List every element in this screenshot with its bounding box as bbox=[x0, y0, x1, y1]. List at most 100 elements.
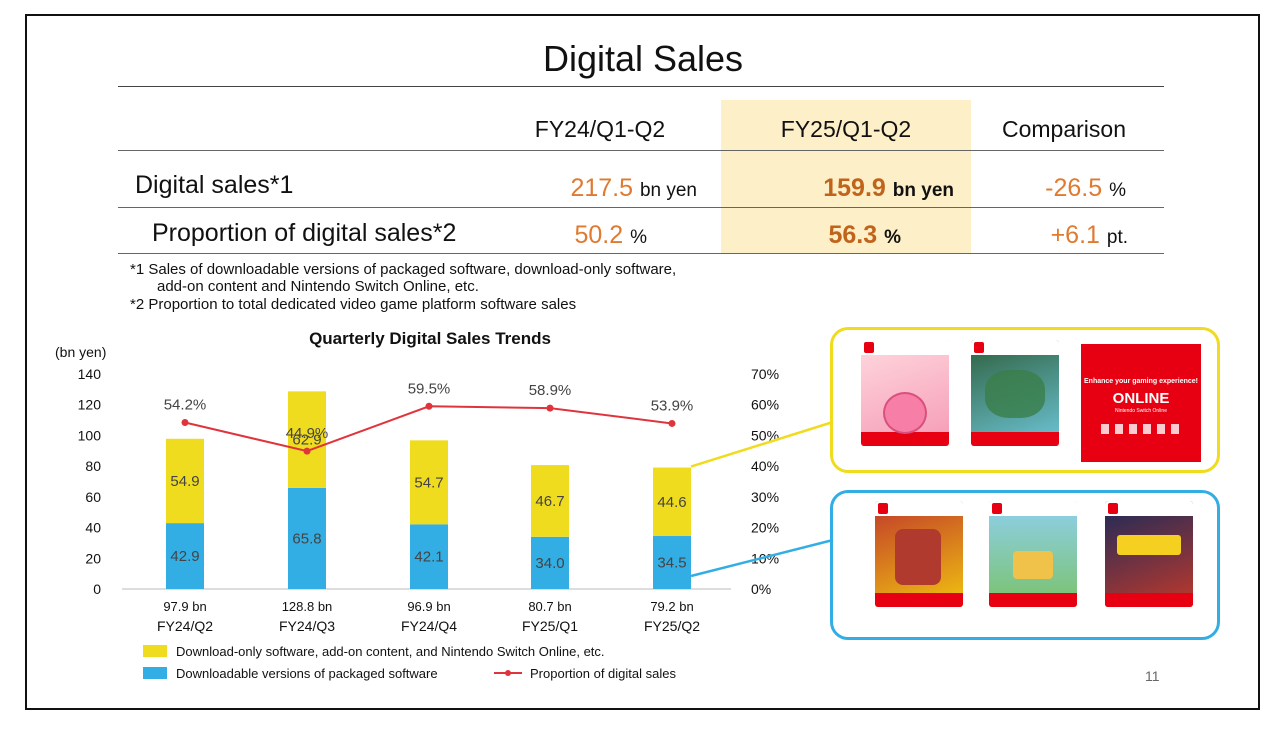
thumbnail-group-download-only: Enhance your gaming experience! ONLINE N… bbox=[830, 327, 1220, 473]
bar-total-label: 80.7 bn bbox=[528, 599, 571, 614]
bar-packaged bbox=[288, 487, 326, 589]
proportion-point bbox=[303, 447, 311, 455]
chart-title: Quarterly Digital Sales Trends bbox=[309, 329, 551, 348]
slide-frame bbox=[25, 14, 1260, 710]
y2-tick-label: 0% bbox=[751, 581, 771, 597]
legend-swatch-packaged bbox=[143, 667, 167, 679]
cell-comparison-proportion: +6.1 pt. bbox=[980, 221, 1128, 250]
fy25-highlight bbox=[721, 100, 971, 253]
y-tick-label: 120 bbox=[78, 397, 102, 413]
cell-comparison-digital-sales: -26.5 % bbox=[980, 174, 1126, 203]
cell-fy25-proportion: 56.3 % bbox=[740, 221, 901, 250]
proportion-point bbox=[425, 402, 433, 410]
title-rule bbox=[118, 86, 1164, 87]
pokemon-dlc-card bbox=[971, 340, 1059, 446]
col-header-fy24: FY24/Q1-Q2 bbox=[534, 116, 666, 142]
proportion-label: 59.5% bbox=[408, 380, 451, 397]
proportion-point bbox=[181, 419, 189, 427]
footnote-2: *2 Proportion to total dedicated video g… bbox=[130, 296, 577, 313]
y-tick-label: 40 bbox=[85, 520, 101, 536]
bar-total-label: 97.9 bn bbox=[163, 599, 206, 614]
bar-download-only bbox=[166, 438, 204, 524]
online-logo: ONLINE bbox=[1112, 390, 1170, 407]
proportion-label: 44.9% bbox=[286, 425, 329, 442]
row-label-proportion: Proportion of digital sales*2 bbox=[152, 219, 457, 247]
mario-kart-card bbox=[1105, 501, 1193, 607]
y2-tick-label: 70% bbox=[751, 366, 779, 382]
y-tick-label: 0 bbox=[93, 581, 101, 597]
y-tick-label: 100 bbox=[78, 427, 102, 443]
table-row-rule bbox=[118, 207, 1164, 208]
unit: % bbox=[884, 227, 901, 248]
bar-packaged bbox=[531, 536, 569, 589]
footnote-1-cont: add-on content and Nintendo Switch Onlin… bbox=[157, 278, 479, 295]
y-tick-label: 60 bbox=[85, 489, 101, 505]
connector-blue bbox=[690, 538, 834, 578]
bar-label-download-only: 44.6 bbox=[657, 494, 686, 511]
zelda-card bbox=[989, 501, 1077, 607]
row-label-digital-sales: Digital sales*1 bbox=[135, 171, 294, 199]
online-subtitle: Nintendo Switch Online bbox=[1115, 408, 1167, 414]
y-tick-label: 140 bbox=[78, 366, 102, 382]
col-header-fy25: FY25/Q1-Q2 bbox=[780, 116, 912, 142]
legend-label-proportion: Proportion of digital sales bbox=[530, 666, 676, 681]
col-header-comparison: Comparison bbox=[1002, 116, 1126, 142]
bar-packaged bbox=[166, 523, 204, 589]
footnote-1: *1 Sales of downloadable versions of pac… bbox=[130, 261, 677, 278]
y-tick-label: 20 bbox=[85, 550, 101, 566]
cell-fy25-digital-sales: 159.9 bn yen bbox=[740, 174, 954, 203]
unit: % bbox=[630, 227, 647, 248]
y2-tick-label: 20% bbox=[751, 520, 779, 536]
legend-marker-proportion bbox=[505, 670, 511, 676]
bar-label-packaged: 65.8 bbox=[292, 530, 321, 547]
bar-label-download-only: 46.7 bbox=[535, 493, 564, 510]
x-tick-label: FY24/Q4 bbox=[401, 618, 457, 634]
bar-label-packaged: 42.1 bbox=[414, 549, 443, 566]
proportion-label: 58.9% bbox=[529, 382, 572, 399]
unit: pt. bbox=[1106, 227, 1128, 248]
unit: bn yen bbox=[892, 180, 954, 201]
proportion-point bbox=[668, 419, 676, 427]
y2-tick-label: 50% bbox=[751, 427, 779, 443]
cell-fy24-digital-sales: 217.5 bn yen bbox=[510, 174, 697, 203]
bar-packaged bbox=[653, 536, 691, 589]
value: 50.2 bbox=[574, 221, 624, 249]
paper-mario-card bbox=[875, 501, 963, 607]
proportion-label: 54.2% bbox=[164, 397, 207, 414]
bar-total-label: 79.2 bn bbox=[650, 599, 693, 614]
nintendo-switch-online-card: Enhance your gaming experience! ONLINE N… bbox=[1081, 344, 1201, 462]
bar-download-only bbox=[531, 465, 569, 537]
bar-total-label: 96.9 bn bbox=[407, 599, 450, 614]
bar-label-packaged: 34.0 bbox=[535, 555, 564, 572]
unit: bn yen bbox=[639, 180, 697, 201]
bar-download-only bbox=[410, 440, 448, 525]
page-title: Digital Sales bbox=[542, 38, 744, 79]
y-axis-label: (bn yen) bbox=[55, 344, 106, 360]
x-tick-label: FY25/Q2 bbox=[644, 618, 700, 634]
proportion-label: 53.9% bbox=[651, 397, 694, 414]
value: -26.5 bbox=[1045, 174, 1103, 202]
bar-label-download-only: 54.9 bbox=[170, 473, 199, 490]
x-tick-label: FY25/Q1 bbox=[522, 618, 578, 634]
legend-swatch-download-only bbox=[143, 645, 167, 657]
bar-label-download-only: 54.7 bbox=[414, 474, 443, 491]
cell-fy24-proportion: 50.2 % bbox=[510, 221, 647, 250]
bar-label-packaged: 34.5 bbox=[657, 555, 686, 572]
bar-total-label: 128.8 bn bbox=[282, 599, 333, 614]
value: +6.1 bbox=[1050, 221, 1100, 249]
table-bottom-rule bbox=[118, 253, 1164, 254]
bar-label-download-only: 62.9 bbox=[292, 432, 321, 449]
legend-label-packaged: Downloadable versions of packaged softwa… bbox=[176, 666, 438, 681]
unit: % bbox=[1109, 180, 1126, 201]
y-tick-label: 80 bbox=[85, 458, 101, 474]
bar-download-only bbox=[653, 467, 691, 537]
y2-tick-label: 40% bbox=[751, 458, 779, 474]
value: 56.3 bbox=[828, 221, 878, 249]
bar-label-packaged: 42.9 bbox=[170, 548, 199, 565]
page-number: 11 bbox=[1145, 668, 1160, 684]
kirby-game-card bbox=[861, 340, 949, 446]
online-tagline: Enhance your gaming experience! bbox=[1084, 378, 1198, 385]
proportion-point bbox=[546, 404, 554, 412]
y2-tick-label: 30% bbox=[751, 489, 779, 505]
